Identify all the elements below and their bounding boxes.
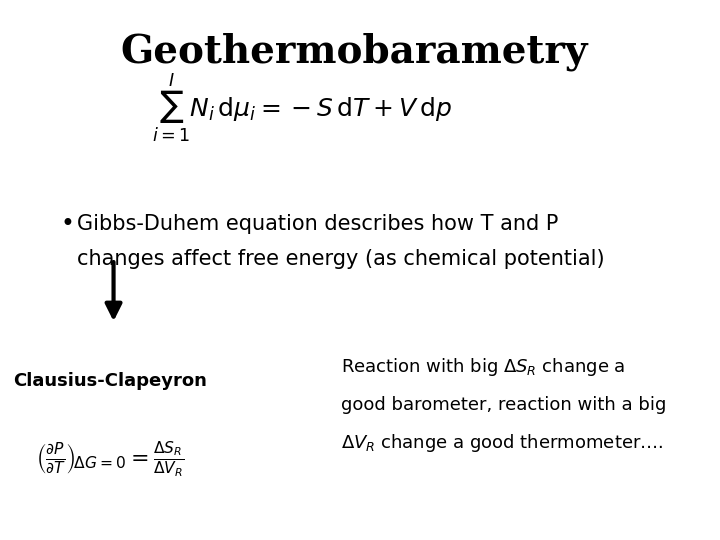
Text: $\sum_{i=1}^{I} N_i\, \mathrm{d}\mu_i = -S\, \mathrm{d}T + V\, \mathrm{d}p$: $\sum_{i=1}^{I} N_i\, \mathrm{d}\mu_i = …	[152, 71, 451, 145]
Text: Clausius-Clapeyron: Clausius-Clapeyron	[13, 372, 207, 390]
Text: changes affect free energy (as chemical potential): changes affect free energy (as chemical …	[77, 249, 605, 269]
Text: Gibbs-Duhem equation describes how T and P: Gibbs-Duhem equation describes how T and…	[77, 214, 559, 234]
Text: Reaction with big $\Delta S_R$ change a: Reaction with big $\Delta S_R$ change a	[341, 356, 626, 378]
Text: Geothermobarametry: Geothermobarametry	[121, 32, 588, 71]
Text: $\Delta V_R$ change a good thermometer….: $\Delta V_R$ change a good thermometer….	[341, 432, 664, 454]
Text: •: •	[60, 212, 75, 236]
Text: good barometer, reaction with a big: good barometer, reaction with a big	[341, 396, 667, 414]
Text: $\left(\frac{\partial P}{\partial T}\right)_{\!\Delta G=0} = \frac{\Delta S_R}{\: $\left(\frac{\partial P}{\partial T}\rig…	[36, 439, 184, 479]
